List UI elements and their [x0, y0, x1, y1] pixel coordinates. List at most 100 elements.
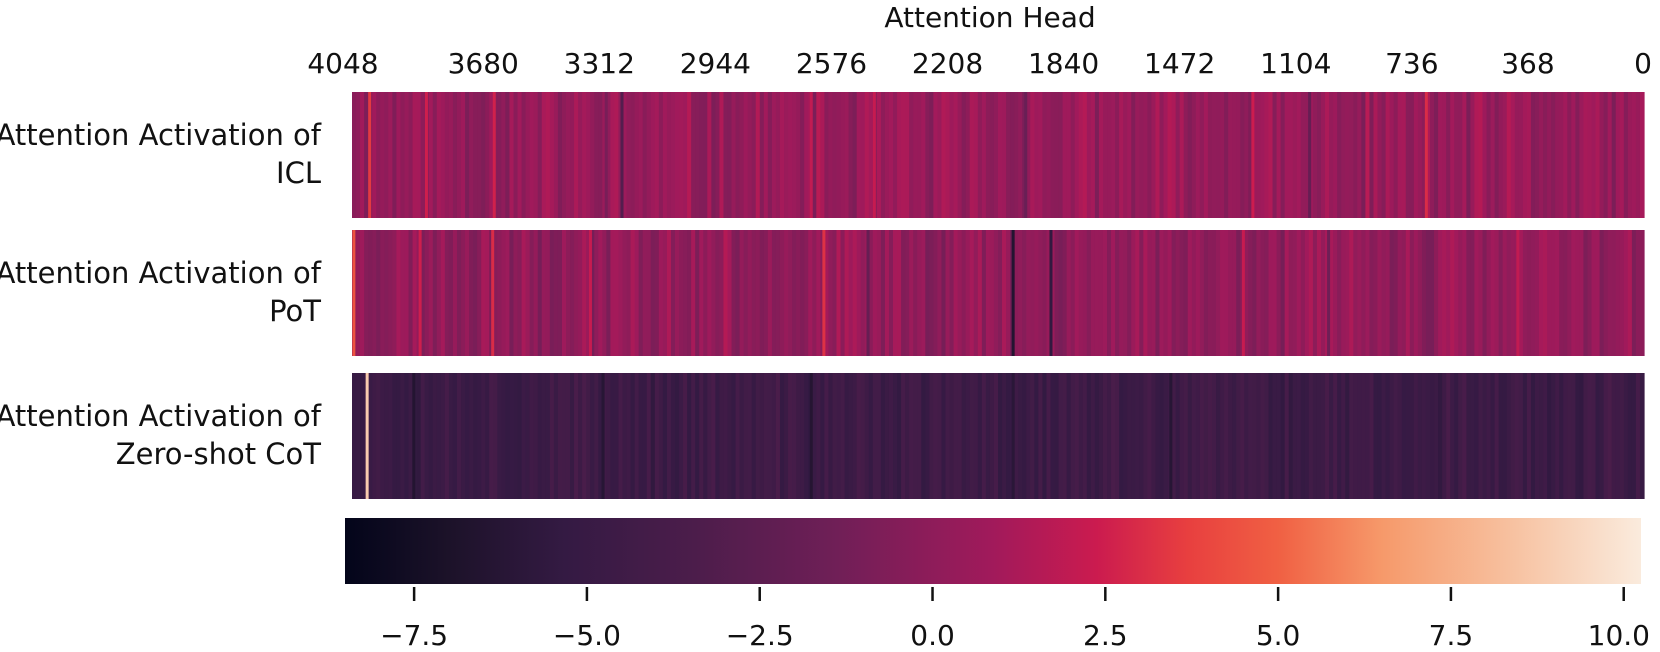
- heatmap-cell: [1252, 373, 1257, 499]
- heatmap-cell: [485, 92, 490, 218]
- heatmap-cell: [396, 373, 402, 499]
- heatmap-cell: [1022, 373, 1027, 499]
- heatmap-cell: [1615, 230, 1621, 356]
- heatmap-cell: [666, 92, 672, 218]
- heatmap-cell: [1361, 92, 1367, 218]
- heatmap-highlight-cell: [866, 230, 870, 356]
- heatmap-cell: [1583, 92, 1589, 218]
- heatmap-cell: [1631, 373, 1637, 499]
- heatmap-cell: [565, 92, 571, 218]
- heatmap-cell: [1421, 230, 1427, 356]
- heatmap-cell: [784, 230, 789, 356]
- heatmap-cell: [1216, 373, 1221, 499]
- heatmap-cell: [675, 92, 680, 218]
- heatmap-cell: [642, 373, 648, 499]
- heatmap-cell: [376, 373, 381, 499]
- heatmap-cell: [711, 92, 716, 218]
- heatmap-cell: [1187, 373, 1193, 499]
- heatmap-cell: [1179, 230, 1185, 356]
- heatmap-cell: [1236, 230, 1241, 356]
- heatmap-cell: [832, 373, 838, 499]
- x-tick-label: 4048: [307, 47, 378, 80]
- heatmap-cell: [1579, 373, 1585, 499]
- heatmap-cell: [1599, 92, 1605, 218]
- heatmap-cell: [666, 230, 672, 356]
- heatmap-cell: [1207, 92, 1213, 218]
- heatmap-cell: [755, 373, 761, 499]
- heatmap-cell: [396, 230, 402, 356]
- heatmap-cell: [521, 373, 527, 499]
- heatmap-cell: [812, 230, 817, 356]
- heatmap-highlight-cell: [368, 92, 372, 218]
- heatmap-cell: [1446, 92, 1451, 218]
- heatmap-cell: [880, 373, 886, 499]
- heatmap-cell: [545, 230, 551, 356]
- heatmap-cell: [666, 373, 672, 499]
- heatmap-cell: [404, 92, 410, 218]
- heatmap-cell: [925, 92, 930, 218]
- heatmap-cell: [888, 373, 894, 499]
- heatmap-cell: [614, 373, 620, 499]
- heatmap-cell: [1454, 92, 1459, 218]
- heatmap-cell: [1438, 92, 1443, 218]
- heatmap-cell: [868, 373, 874, 499]
- heatmap-cell: [747, 373, 753, 499]
- heatmap-cell: [792, 373, 797, 499]
- heatmap-cell: [957, 92, 963, 218]
- heatmap-cell: [570, 230, 575, 356]
- heatmap-cell: [489, 373, 494, 499]
- heatmap-cell: [440, 230, 446, 356]
- heatmap-cell: [715, 92, 721, 218]
- heatmap-cell: [1195, 373, 1201, 499]
- heatmap-cell: [1353, 92, 1358, 218]
- heatmap-cell: [1292, 92, 1298, 218]
- heatmap-cell: [1300, 373, 1306, 499]
- heatmap-cell: [1256, 373, 1262, 499]
- heatmap-cell: [574, 92, 579, 218]
- x-tick-label: 0: [1634, 47, 1652, 80]
- heatmap-cell: [1139, 230, 1144, 356]
- heatmap-cell: [368, 373, 373, 499]
- heatmap-cell: [1409, 230, 1415, 356]
- heatmap-cell: [1438, 230, 1443, 356]
- heatmap-cell: [876, 92, 882, 218]
- heatmap-cell: [658, 230, 664, 356]
- heatmap-cell: [594, 92, 599, 218]
- heatmap-cell: [638, 373, 644, 499]
- heatmap-cell: [989, 92, 995, 218]
- heatmap-cell: [505, 230, 511, 356]
- heatmap-cell: [937, 373, 943, 499]
- heatmap-cell: [1082, 230, 1088, 356]
- heatmap-cell: [880, 230, 886, 356]
- heatmap-cell: [687, 230, 692, 356]
- heatmap-cell: [1143, 230, 1148, 356]
- row-label-line: ICL: [276, 156, 321, 190]
- heatmap-cell: [683, 230, 688, 356]
- heatmap-cell: [606, 373, 611, 499]
- heatmap-cell: [388, 373, 393, 499]
- heatmap-highlight-cell: [809, 373, 813, 499]
- heatmap-cell: [1434, 230, 1439, 356]
- heatmap-cell: [1357, 230, 1362, 356]
- heatmap-cell: [921, 92, 926, 218]
- heatmap-cell: [1127, 92, 1132, 218]
- heatmap-cell: [1131, 92, 1136, 218]
- heatmap-cell: [1260, 92, 1266, 218]
- heatmap-cell: [683, 373, 688, 499]
- heatmap-cell: [529, 373, 535, 499]
- heatmap-cell: [1248, 230, 1253, 356]
- heatmap-cell: [1587, 230, 1593, 356]
- heatmap-cell: [392, 92, 398, 218]
- heatmap-cell: [1066, 373, 1072, 499]
- heatmap-cell: [876, 230, 882, 356]
- heatmap-cell: [1603, 373, 1609, 499]
- heatmap-cell: [376, 92, 381, 218]
- heatmap-cell: [1272, 230, 1278, 356]
- heatmap-cell: [1135, 373, 1140, 499]
- heatmap-cell: [412, 92, 418, 218]
- heatmap-cell: [1450, 373, 1455, 499]
- heatmap-cell: [469, 92, 474, 218]
- heatmap-cell: [945, 373, 951, 499]
- heatmap-cell: [388, 92, 393, 218]
- heatmap-cell: [1425, 92, 1431, 218]
